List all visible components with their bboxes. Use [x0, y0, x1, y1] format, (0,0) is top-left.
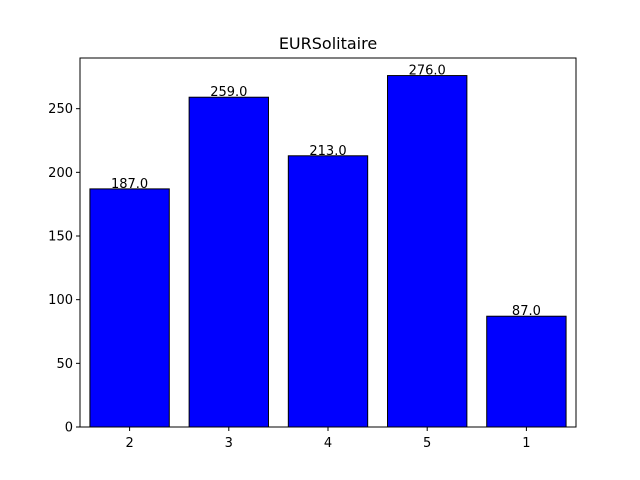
bar-3: [188, 96, 269, 428]
plot-area: 187.0 259.0 213.0 276.0 87.0 0 50 100 150 200 250 2…: [48, 57, 577, 451]
bar-5: [387, 75, 468, 428]
y-tick-label-100: 100: [48, 293, 73, 308]
bar-1: [486, 315, 567, 428]
y-tick-label-250: 250: [48, 102, 73, 117]
bar-label-4: 213.0: [309, 144, 346, 159]
y-tick-label-200: 200: [48, 166, 73, 181]
bar-label-5: 276.0: [409, 64, 446, 79]
x-tick-label-2: 2: [125, 436, 133, 451]
x-tick-label-3: 3: [225, 436, 233, 451]
chart-title: EURSolitaire: [279, 34, 377, 53]
x-tick-label-5: 5: [423, 436, 431, 451]
y-tick-label-150: 150: [48, 230, 73, 245]
y-tick-label-50: 50: [56, 357, 73, 372]
x-tick-label-4: 4: [324, 436, 332, 451]
bar-label-3: 259.0: [210, 85, 247, 100]
bar-label-1: 87.0: [512, 304, 541, 319]
bar-4: [287, 155, 369, 428]
x-tick-label-1: 1: [522, 436, 530, 451]
bar-label-2: 187.0: [111, 177, 148, 192]
y-tick-label-0: 0: [65, 421, 73, 436]
bar-2: [89, 188, 170, 428]
